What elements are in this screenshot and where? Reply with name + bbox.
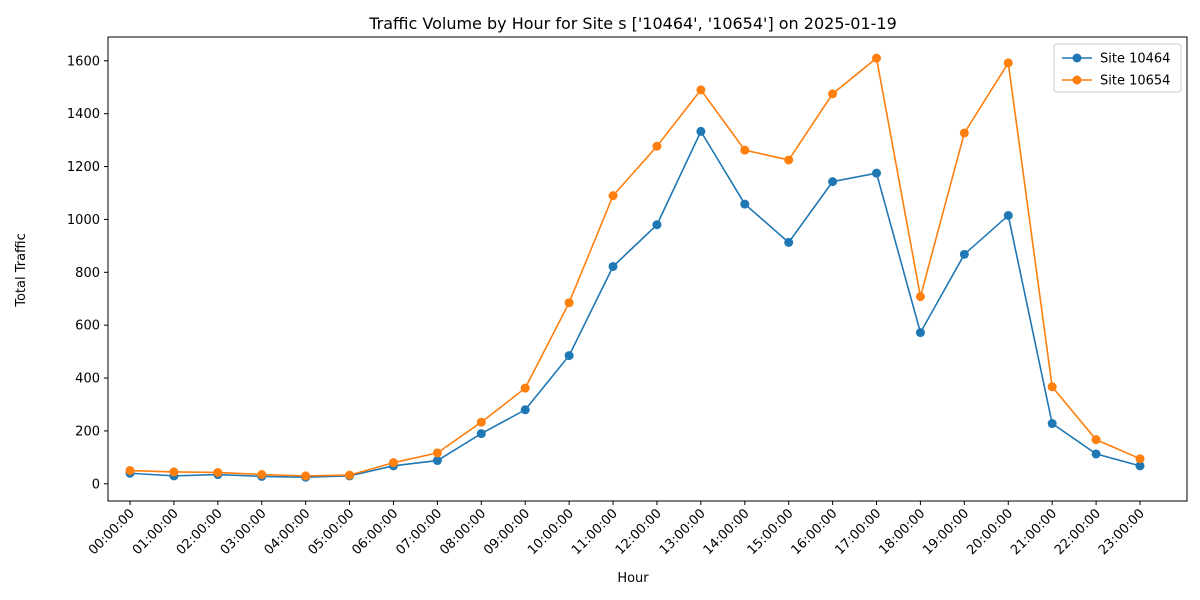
series-line-0 [129, 129, 1141, 479]
series-point [213, 467, 223, 477]
y-tick-label: 400 [75, 372, 100, 387]
series-point [476, 417, 486, 427]
series-point [1003, 58, 1013, 68]
legend-marker [1072, 53, 1082, 63]
x-tick-label: 06:00:00 [349, 506, 401, 558]
series-point [784, 237, 794, 247]
y-tick-label: 0 [92, 477, 100, 492]
series-point [959, 128, 969, 138]
series-point [696, 126, 706, 136]
y-tick-label: 1200 [67, 160, 100, 175]
y-tick-label: 800 [75, 266, 100, 281]
x-tick-label: 09:00:00 [481, 506, 533, 558]
x-tick-label: 11:00:00 [569, 506, 621, 558]
series-point [476, 429, 486, 439]
series-point [345, 470, 355, 480]
series-point [1003, 210, 1013, 220]
series-point [1047, 382, 1057, 392]
series-point [652, 141, 662, 151]
series-point [564, 351, 574, 361]
x-tick-label: 14:00:00 [701, 506, 753, 558]
y-tick-label: 1000 [67, 213, 100, 228]
series-point [608, 191, 618, 201]
series-point [301, 471, 311, 481]
x-tick-label: 07:00:00 [393, 506, 445, 558]
series-point [520, 405, 530, 415]
x-tick-label: 18:00:00 [876, 506, 928, 558]
y-tick-label: 600 [75, 319, 100, 334]
legend-label: Site 10654 [1100, 74, 1170, 89]
series-point [1047, 419, 1057, 429]
chart-title: Traffic Volume by Hour for Site s ['1046… [368, 14, 897, 33]
x-tick-label: 22:00:00 [1052, 506, 1104, 558]
y-tick-label: 200 [75, 424, 100, 439]
plot-area: 0 200 400 600 800 1000 1200 1400 1600 00:00:0001:… [67, 36, 1188, 558]
x-tick-label: 04:00:00 [262, 506, 314, 558]
series-point [915, 292, 925, 302]
series-point [959, 249, 969, 259]
series-line-1 [129, 56, 1141, 477]
legend-label: Site 10464 [1100, 52, 1170, 67]
x-tick-label: 23:00:00 [1096, 506, 1148, 558]
x-tick-label: 05:00:00 [305, 506, 357, 558]
series-point [872, 168, 882, 178]
series-point [1091, 449, 1101, 459]
x-tick-label: 13:00:00 [657, 506, 709, 558]
series-point [125, 466, 135, 476]
y-axis-label: Total Traffic [14, 233, 29, 308]
series-point [696, 85, 706, 95]
x-tick-label: 15:00:00 [745, 506, 797, 558]
legend: Site 10464 Site 10654 [1053, 43, 1182, 93]
series-point [652, 220, 662, 230]
series-point [740, 199, 750, 209]
series-point [432, 456, 442, 466]
x-tick-label: 17:00:00 [832, 506, 884, 558]
series-point [828, 89, 838, 99]
series-point [169, 467, 179, 477]
x-tick-label: 12:00:00 [613, 506, 665, 558]
series-point [564, 298, 574, 308]
x-tick-label: 19:00:00 [920, 506, 972, 558]
series-point [257, 470, 267, 480]
series-point [1135, 461, 1145, 471]
x-tick-label: 21:00:00 [1008, 506, 1060, 558]
legend-marker [1072, 75, 1082, 85]
series-point [388, 458, 398, 468]
series-point [520, 383, 530, 393]
series-point [1135, 454, 1145, 464]
series-point [432, 448, 442, 458]
x-tick-label: 00:00:00 [86, 506, 138, 558]
x-tick-label: 01:00:00 [130, 506, 182, 558]
series-point [608, 261, 618, 271]
x-tick-label: 20:00:00 [964, 506, 1016, 558]
series-point [872, 53, 882, 63]
y-tick-label: 1400 [67, 107, 100, 122]
series-point [828, 177, 838, 187]
x-tick-label: 03:00:00 [218, 506, 270, 558]
series-point [1091, 435, 1101, 445]
x-tick-label: 10:00:00 [525, 506, 577, 558]
x-axis-label: Hour [617, 571, 649, 586]
x-tick-label: 16:00:00 [789, 506, 841, 558]
series-point [784, 155, 794, 165]
series-point [915, 328, 925, 338]
plot-frame [107, 36, 1188, 502]
x-tick-label: 08:00:00 [437, 506, 489, 558]
x-tick-label: 02:00:00 [174, 506, 226, 558]
series-point [740, 145, 750, 155]
y-tick-label: 1600 [67, 54, 100, 69]
